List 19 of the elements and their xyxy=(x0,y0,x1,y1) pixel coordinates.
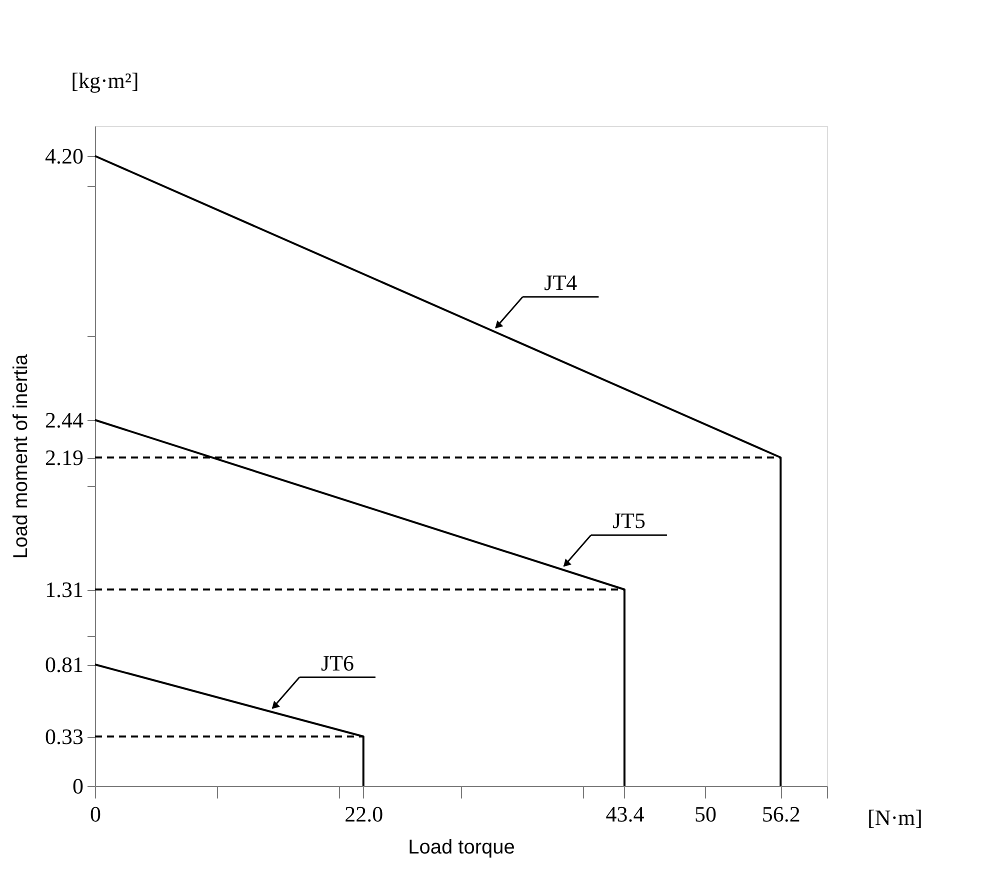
y-tick-label: 4.20 xyxy=(45,144,84,168)
x-tick-label: 43.4 xyxy=(606,802,644,826)
y-axis-title: Load moment of inertia xyxy=(10,353,32,559)
text: JT6 xyxy=(320,650,354,676)
x-tick-label: 0 xyxy=(90,802,101,826)
text: JT4 xyxy=(544,270,578,295)
y-tick-label: 0.81 xyxy=(45,652,84,677)
y-tick-label: 1.31 xyxy=(45,577,84,602)
text: [N·m] xyxy=(868,805,922,830)
x-tick-label: 56.2 xyxy=(762,802,800,826)
y-tick-label: 2.19 xyxy=(45,445,84,470)
text: [kg·m²] xyxy=(71,68,139,93)
text: JT5 xyxy=(612,508,646,534)
y-tick-label: 0.33 xyxy=(45,724,84,749)
x-axis-title: Load torque xyxy=(408,836,515,858)
x-tick-label: 50 xyxy=(694,802,716,826)
y-tick-label: 0 xyxy=(72,774,84,798)
x-tick-label: 22.0 xyxy=(344,802,384,826)
y-tick-label: 2.44 xyxy=(45,408,84,432)
